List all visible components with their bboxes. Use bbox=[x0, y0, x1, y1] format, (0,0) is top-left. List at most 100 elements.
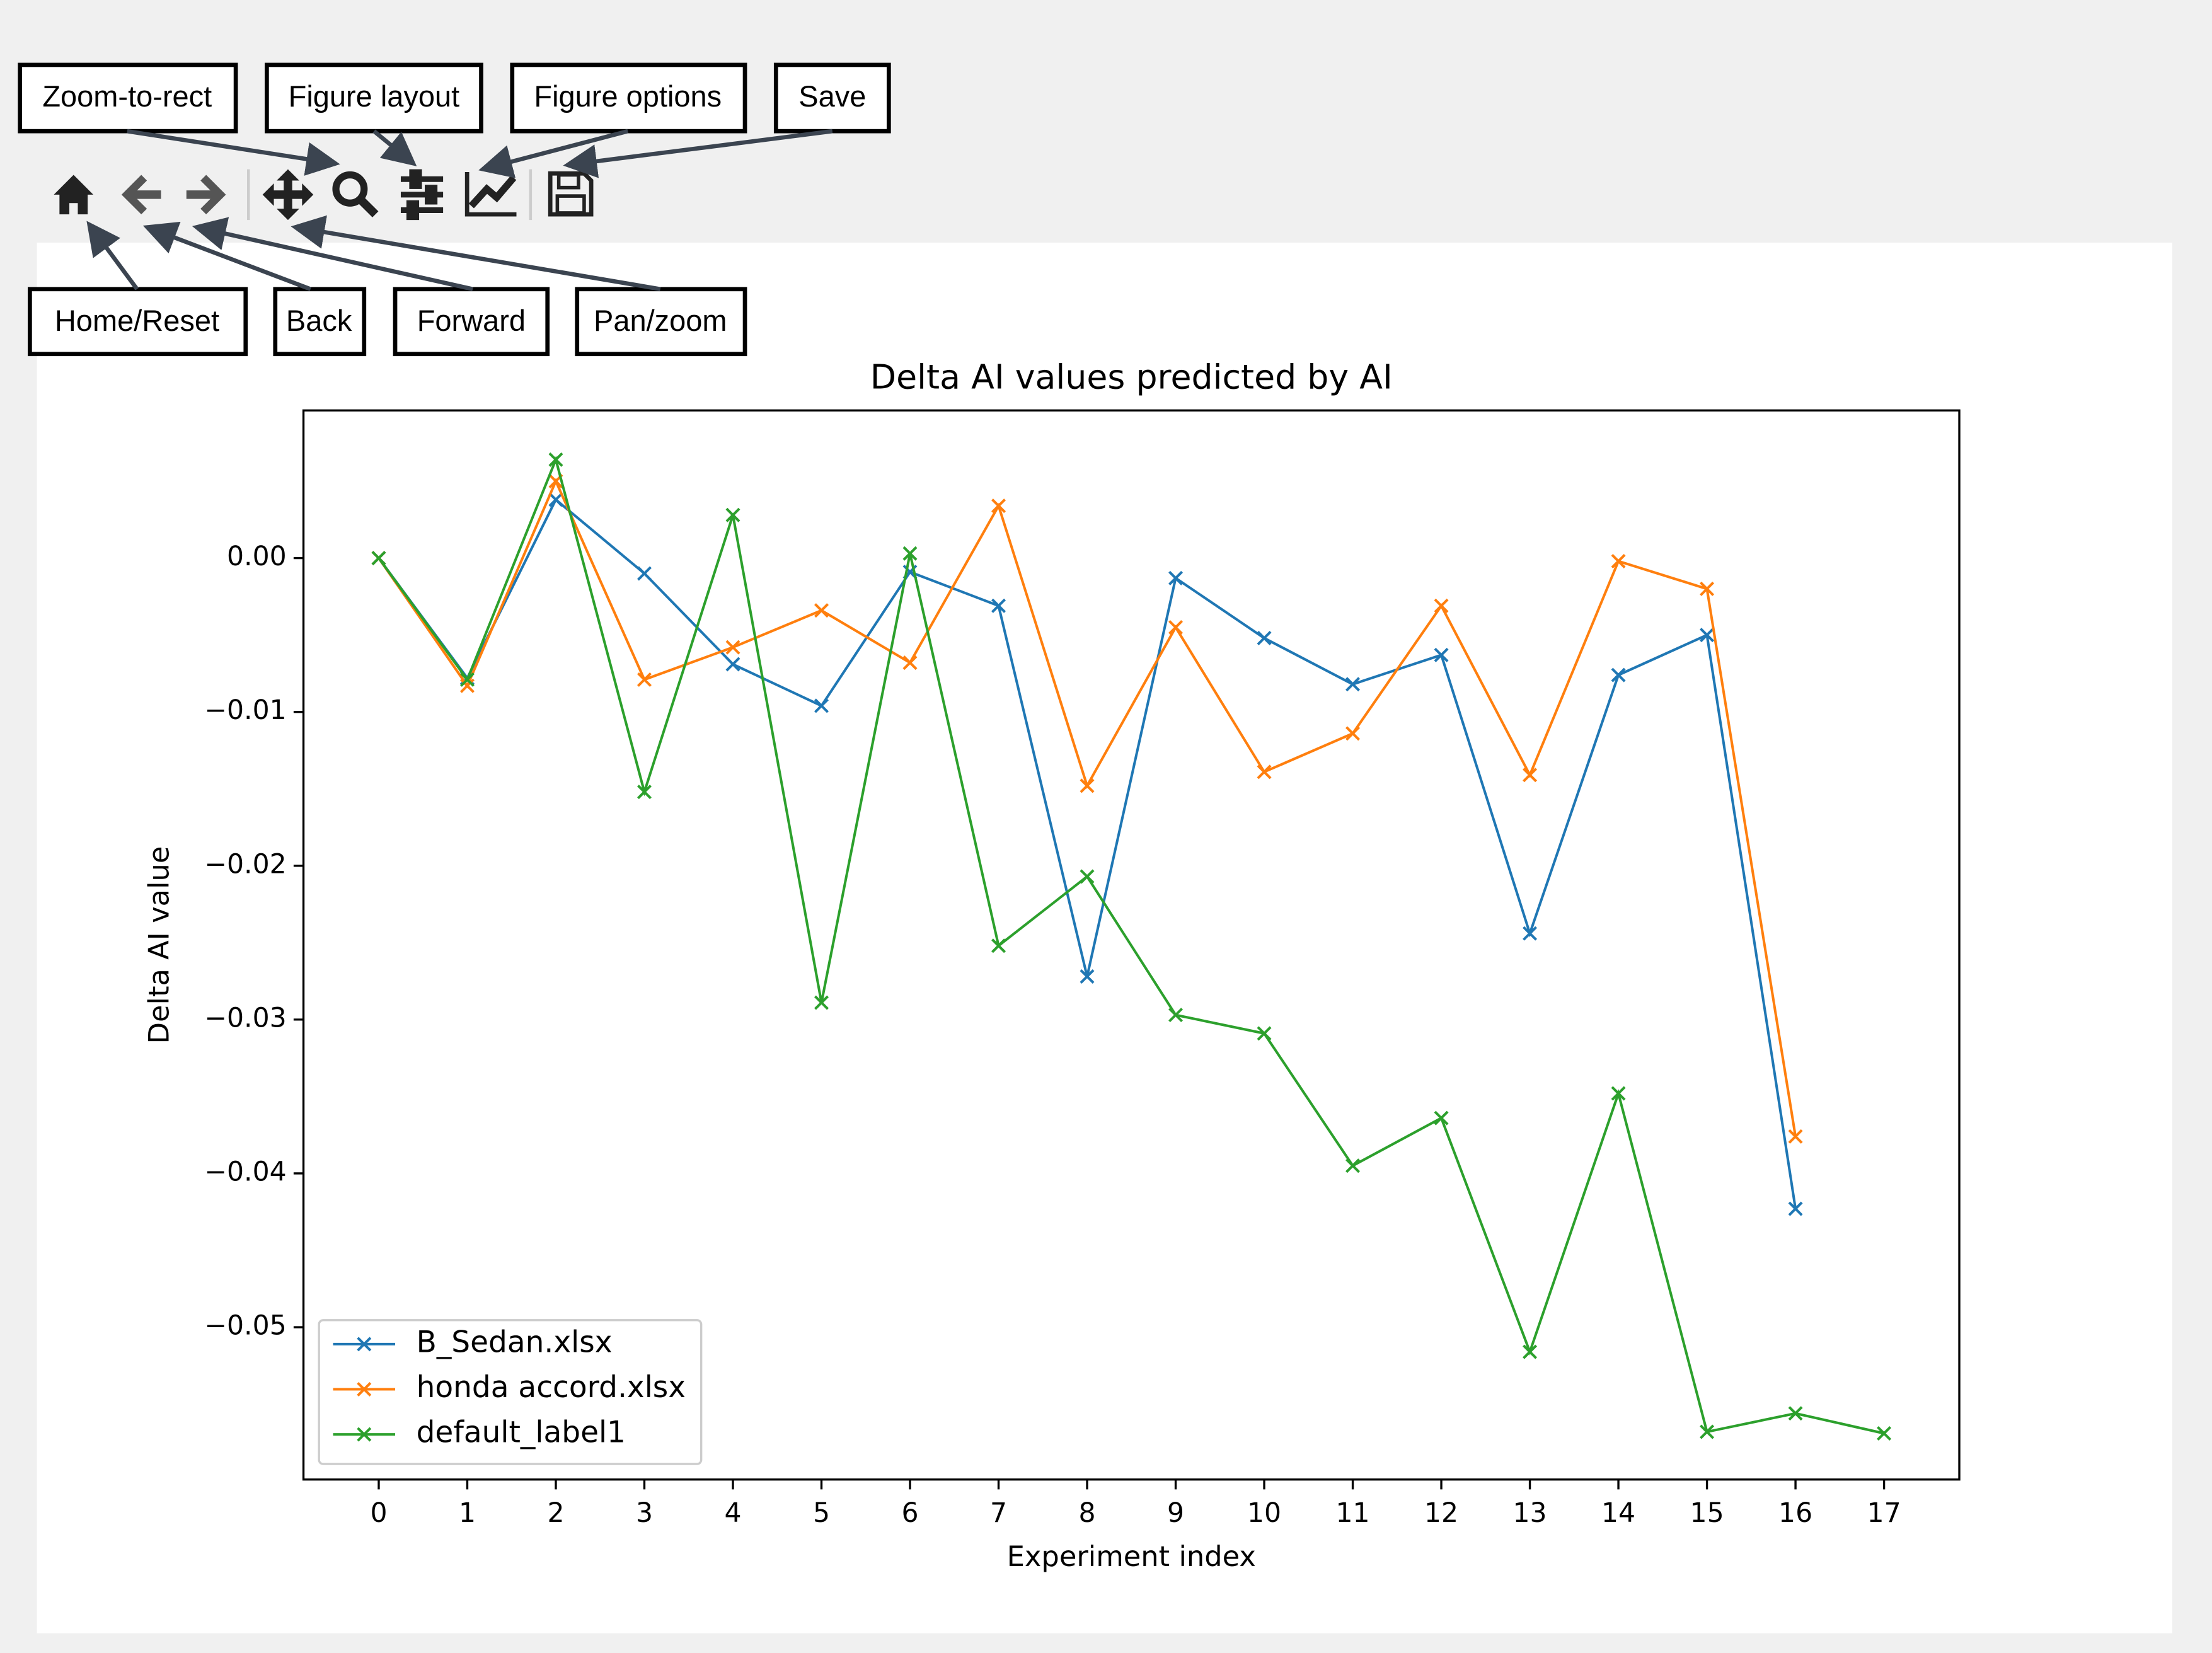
x-tick-label: 6 bbox=[901, 1498, 918, 1529]
annotation-box bbox=[575, 287, 747, 357]
data-marker bbox=[1788, 1201, 1803, 1216]
data-marker bbox=[1700, 628, 1715, 643]
annotation-arrow bbox=[478, 129, 629, 178]
annotation-label: Forward bbox=[417, 304, 526, 337]
zoom-button[interactable] bbox=[332, 171, 379, 217]
x-tick-label: 9 bbox=[1167, 1498, 1184, 1529]
chart-title: Delta AI values predicted by AI bbox=[870, 357, 1393, 397]
data-marker bbox=[725, 507, 740, 522]
data-marker bbox=[1700, 581, 1715, 596]
annotation-label: Zoom-to-rect bbox=[42, 79, 212, 113]
legend-marker bbox=[357, 1381, 372, 1397]
data-marker bbox=[725, 640, 740, 655]
data-marker bbox=[1700, 1424, 1715, 1439]
x-tick-label: 16 bbox=[1778, 1498, 1812, 1529]
data-marker bbox=[1168, 570, 1184, 585]
x-tick-label: 7 bbox=[990, 1498, 1007, 1529]
annotation-box bbox=[510, 62, 747, 134]
x-tick-label: 5 bbox=[813, 1498, 830, 1529]
data-marker bbox=[991, 938, 1006, 953]
y-tick-label: −0.04 bbox=[204, 1156, 286, 1187]
y-tick-label: 0.00 bbox=[227, 541, 287, 572]
legend-marker bbox=[357, 1337, 372, 1352]
data-marker bbox=[1611, 667, 1626, 683]
forward-button[interactable] bbox=[186, 175, 226, 215]
data-marker bbox=[1168, 1008, 1184, 1023]
x-tick-label: 1 bbox=[459, 1498, 476, 1529]
data-marker bbox=[1434, 598, 1449, 613]
data-marker bbox=[1080, 778, 1095, 793]
annotation-arrow bbox=[291, 215, 661, 292]
y-tick-label: −0.03 bbox=[204, 1003, 286, 1034]
data-marker bbox=[548, 452, 563, 467]
data-marker bbox=[814, 603, 829, 618]
data-marker bbox=[1611, 553, 1626, 568]
data-marker bbox=[459, 672, 475, 687]
data-marker bbox=[1168, 619, 1184, 635]
data-marker bbox=[1345, 726, 1361, 741]
annotation-box bbox=[273, 287, 367, 357]
data-marker bbox=[1523, 768, 1538, 783]
x-tick-label: 8 bbox=[1079, 1498, 1096, 1529]
back-button[interactable] bbox=[121, 175, 161, 215]
x-tick-label: 12 bbox=[1424, 1498, 1458, 1529]
x-tick-label: 0 bbox=[370, 1498, 387, 1529]
data-marker bbox=[1257, 1026, 1272, 1041]
data-marker bbox=[814, 698, 829, 713]
data-marker bbox=[1523, 926, 1538, 941]
series-line bbox=[377, 456, 1885, 1435]
annotations: Zoom-to-rect Figure layout Figure option… bbox=[18, 62, 891, 357]
data-marker bbox=[1788, 1129, 1803, 1144]
x-tick-label: 14 bbox=[1601, 1498, 1635, 1529]
annotation-box bbox=[265, 62, 483, 134]
data-marker bbox=[1877, 1425, 1892, 1441]
data-marker bbox=[902, 546, 918, 561]
data-marker bbox=[1080, 869, 1095, 884]
annotation-label: Save bbox=[798, 79, 866, 113]
data-marker bbox=[1257, 631, 1272, 646]
x-tick-label: 17 bbox=[1867, 1498, 1901, 1529]
data-marker bbox=[1434, 1110, 1449, 1126]
annotation-box bbox=[18, 62, 238, 134]
options-button[interactable] bbox=[464, 172, 517, 217]
legend-marker bbox=[357, 1427, 372, 1442]
data-marker bbox=[725, 657, 740, 672]
data-marker bbox=[637, 566, 652, 581]
annotation-label: Figure options bbox=[534, 79, 722, 113]
y-tick-label: −0.05 bbox=[204, 1311, 286, 1342]
pan-button[interactable] bbox=[262, 169, 314, 221]
annotation-label: Home/Reset bbox=[55, 304, 219, 337]
annotation-arrow bbox=[86, 221, 139, 291]
y-tick-label: −0.02 bbox=[204, 849, 286, 880]
annotation-arrow bbox=[192, 217, 473, 292]
x-tick-label: 2 bbox=[547, 1498, 564, 1529]
data-marker bbox=[1523, 1344, 1538, 1359]
annotation-label: Pan/zoom bbox=[594, 304, 727, 337]
annotation-arrow bbox=[563, 129, 833, 178]
plot-area bbox=[302, 409, 1961, 1481]
data-marker bbox=[459, 678, 475, 693]
x-tick-label: 4 bbox=[724, 1498, 741, 1529]
x-tick-label: 15 bbox=[1690, 1498, 1724, 1529]
data-marker bbox=[1611, 1086, 1626, 1101]
layout-button[interactable] bbox=[400, 169, 444, 221]
data-marker bbox=[371, 551, 386, 566]
annotation-arrow bbox=[372, 129, 417, 166]
annotation-label: Back bbox=[286, 304, 352, 337]
annotation-box bbox=[28, 287, 248, 357]
annotation-box bbox=[393, 287, 550, 357]
data-marker bbox=[902, 655, 918, 671]
x-tick-label: 11 bbox=[1335, 1498, 1369, 1529]
x-tick-label: 3 bbox=[636, 1498, 653, 1529]
data-marker bbox=[991, 498, 1006, 514]
data-marker bbox=[991, 598, 1006, 613]
data-marker bbox=[1788, 1406, 1803, 1421]
annotation-label: Figure layout bbox=[289, 79, 460, 113]
data-marker bbox=[1257, 764, 1272, 780]
y-axis-label: Delta AI value bbox=[142, 846, 176, 1044]
data-marker bbox=[1345, 1158, 1361, 1173]
chart: Delta AI values predicted by AI Experime… bbox=[142, 357, 1961, 1573]
x-tick-label: 10 bbox=[1247, 1498, 1281, 1529]
